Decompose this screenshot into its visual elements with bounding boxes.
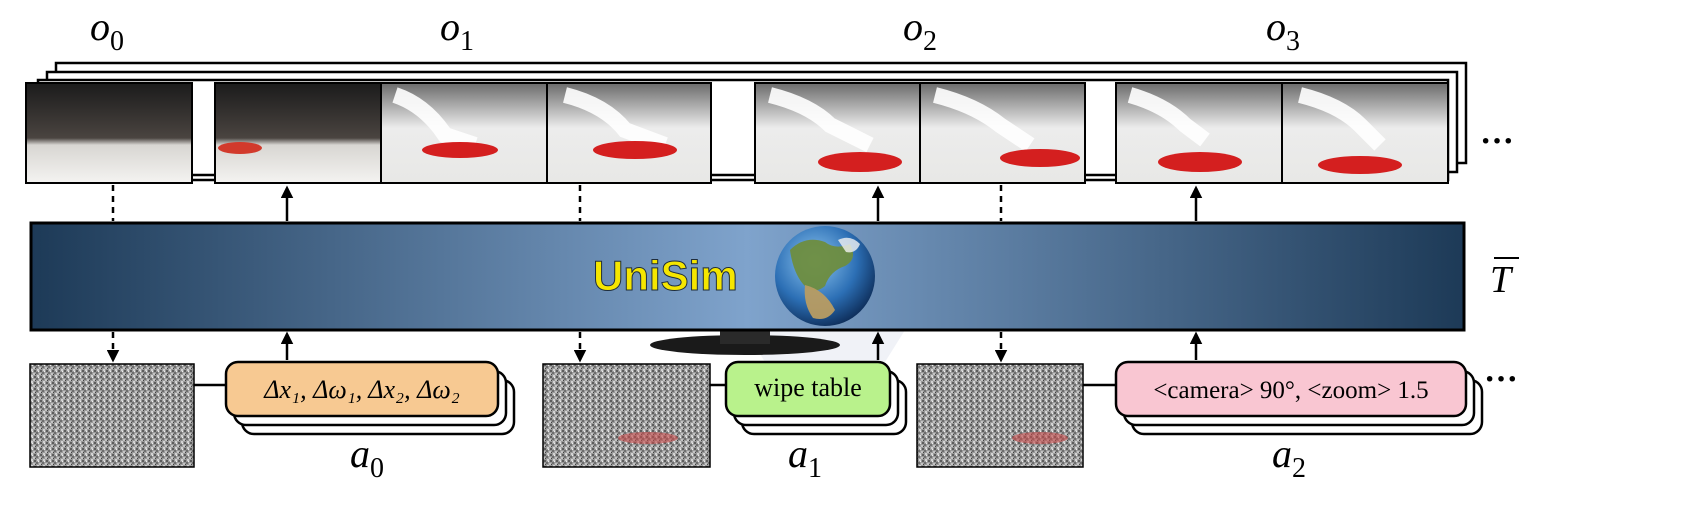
obs-label-3: o3 (1266, 4, 1300, 57)
action-labels: a0 a1 a2 (350, 431, 1306, 484)
operator-symbol-text: T (1490, 259, 1514, 301)
action-box-0: Δx₁, Δω₁, Δx₂, Δω₂ (224, 360, 516, 436)
action-label-0: a0 (350, 431, 384, 484)
obs-label-2: o2 (903, 4, 937, 57)
action-box-2: <camera> 90°, <zoom> 1.5 (1114, 360, 1484, 436)
operator-symbol: T (1490, 257, 1519, 301)
action-text-1: wipe table (754, 373, 862, 402)
action-label-1: a1 (788, 431, 822, 484)
ellipsis-top: ··· (1480, 123, 1514, 160)
frame-o0 (25, 82, 193, 184)
noisy-frame-0 (29, 363, 195, 468)
noisy-frames (29, 363, 1084, 468)
ellipsis-bottom: ··· (1484, 361, 1518, 398)
observation-labels: o0 o1 o2 o3 (90, 4, 1300, 57)
unisim-model-bar (29, 221, 1466, 332)
globe-icon (775, 226, 875, 326)
noisy-frame-2 (916, 363, 1084, 468)
action-label-2: a2 (1272, 431, 1306, 484)
model-name: UniSim (593, 252, 738, 299)
noisy-frame-1 (542, 363, 711, 468)
action-box-1: wipe table (724, 360, 908, 436)
obs-label-1: o1 (440, 4, 474, 57)
video-frames (25, 82, 1449, 184)
obs-label-0: o0 (90, 4, 124, 57)
action-text-2: <camera> 90°, <zoom> 1.5 (1153, 377, 1428, 404)
action-text-0: Δx₁, Δω₁, Δx₂, Δω₂ (263, 375, 460, 404)
frame-o1-a (214, 82, 382, 184)
flow-arrows (106, 185, 1203, 363)
monitor-stand-icon (650, 330, 905, 370)
